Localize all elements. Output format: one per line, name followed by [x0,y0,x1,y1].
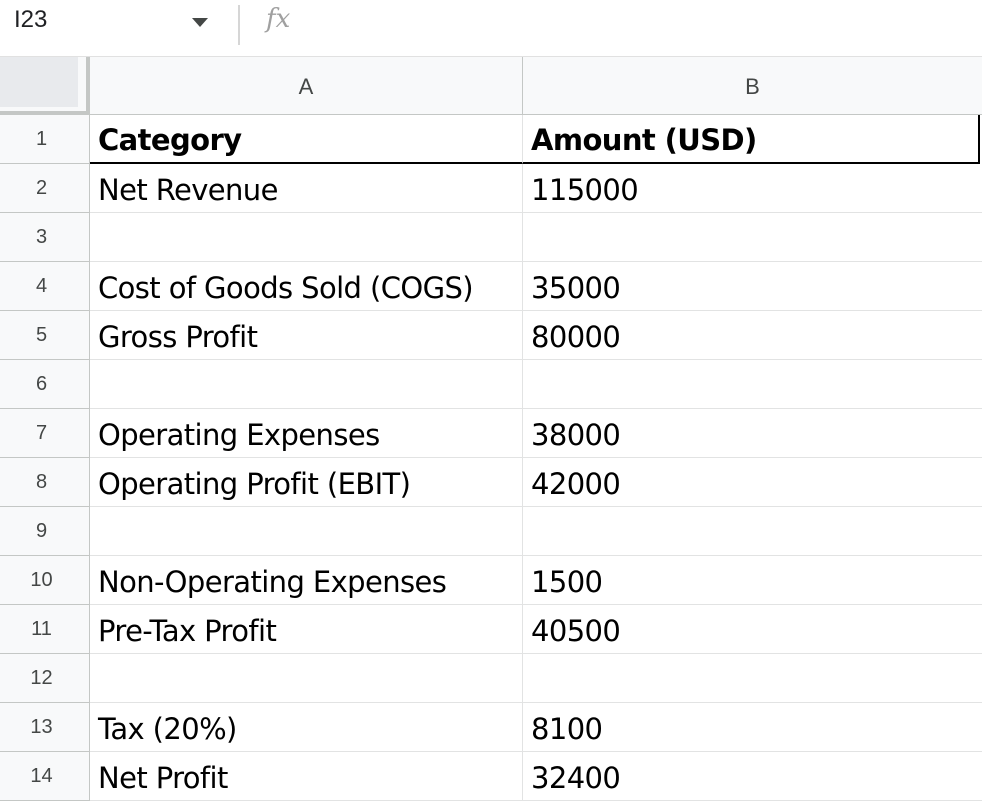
cell-a9[interactable] [90,507,523,556]
cell-b8[interactable]: 42000 [523,458,982,507]
fx-icon: fx [266,4,291,34]
table-row: 2 Net Revenue 115000 [0,164,982,213]
row-header[interactable]: 8 [0,458,90,507]
row-header[interactable]: 14 [0,752,90,801]
cell-b2[interactable]: 115000 [523,164,982,213]
row-header[interactable]: 7 [0,409,90,458]
cell-b13[interactable]: 8100 [523,703,982,752]
table-row: 13 Tax (20%) 8100 [0,703,982,752]
row-header[interactable]: 4 [0,262,90,311]
row-header[interactable]: 12 [0,654,90,703]
cell-b10[interactable]: 1500 [523,556,982,605]
table-row: 14 Net Profit 32400 [0,752,982,801]
cell-a10[interactable]: Non-Operating Expenses [90,556,523,605]
row-header[interactable]: 13 [0,703,90,752]
table-row: 9 [0,507,982,556]
cell-a4[interactable]: Cost of Goods Sold (COGS) [90,262,523,311]
formula-input[interactable] [310,8,970,44]
cell-a2[interactable]: Net Revenue [90,164,523,213]
cell-b1[interactable]: Amount (USD) [523,115,980,164]
column-header-a[interactable]: A [90,57,523,115]
row-header[interactable]: 9 [0,507,90,556]
cell-a12[interactable] [90,654,523,703]
cell-a14[interactable]: Net Profit [90,752,523,801]
cell-a1[interactable]: Category [90,115,523,164]
cell-b9[interactable] [523,507,982,556]
row-header[interactable]: 11 [0,605,90,654]
cell-b5[interactable]: 80000 [523,311,982,360]
grid-rows: 1 Category Amount (USD) 2 Net Revenue 115000 3… [0,115,982,801]
select-all-corner[interactable] [0,57,90,115]
cell-b12[interactable] [523,654,982,703]
cell-a11[interactable]: Pre-Tax Profit [90,605,523,654]
cell-a13[interactable]: Tax (20%) [90,703,523,752]
cell-b11[interactable]: 40500 [523,605,982,654]
formula-bar: I23 fx [0,0,982,57]
cell-a7[interactable]: Operating Expenses [90,409,523,458]
table-row: 12 [0,654,982,703]
row-header[interactable]: 2 [0,164,90,213]
row-header[interactable]: 5 [0,311,90,360]
table-row: 4 Cost of Goods Sold (COGS) 35000 [0,262,982,311]
cell-b3[interactable] [523,213,982,262]
table-row: 7 Operating Expenses 38000 [0,409,982,458]
cell-a6[interactable] [90,360,523,409]
cell-b6[interactable] [523,360,982,409]
table-row: 10 Non-Operating Expenses 1500 [0,556,982,605]
select-all-corner-fill [0,57,78,107]
cell-b7[interactable]: 38000 [523,409,982,458]
table-row: 3 [0,213,982,262]
table-row: 6 [0,360,982,409]
cell-a3[interactable] [90,213,523,262]
row-header[interactable]: 1 [0,115,90,164]
table-row: 1 Category Amount (USD) [0,115,982,164]
chevron-down-icon[interactable] [186,11,216,33]
row-header[interactable]: 6 [0,360,90,409]
name-box[interactable]: I23 [14,6,48,33]
table-row: 5 Gross Profit 80000 [0,311,982,360]
column-header-b[interactable]: B [523,57,982,115]
row-header[interactable]: 3 [0,213,90,262]
spreadsheet-grid: A B 1 Category Amount (USD) 2 Net Revenue 115… [0,57,982,805]
table-row: 8 Operating Profit (EBIT) 42000 [0,458,982,507]
formula-bar-divider [238,5,240,45]
table-row: 11 Pre-Tax Profit 40500 [0,605,982,654]
cell-a8[interactable]: Operating Profit (EBIT) [90,458,523,507]
cell-b14[interactable]: 32400 [523,752,982,801]
cell-a5[interactable]: Gross Profit [90,311,523,360]
cell-b4[interactable]: 35000 [523,262,982,311]
row-header[interactable]: 10 [0,556,90,605]
